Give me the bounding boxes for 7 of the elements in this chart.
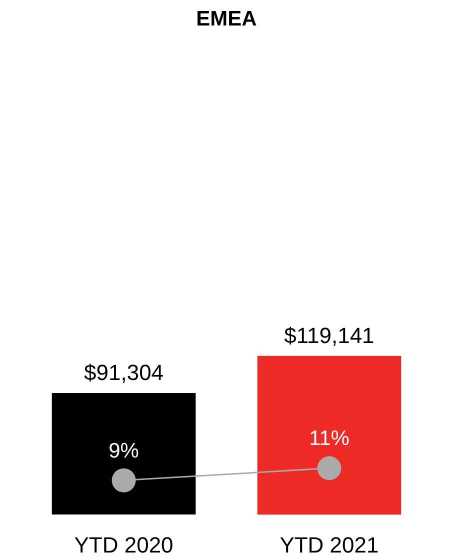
x-tick-label: YTD 2020 (74, 532, 174, 558)
data-label: $119,141 (284, 322, 374, 348)
data-label: 9% (108, 439, 139, 462)
chart-title: EMEA (196, 8, 257, 30)
data-label: 11% (308, 427, 350, 450)
x-tick-label: YTD 2021 (280, 532, 379, 558)
data-label: $91,304 (84, 360, 164, 385)
